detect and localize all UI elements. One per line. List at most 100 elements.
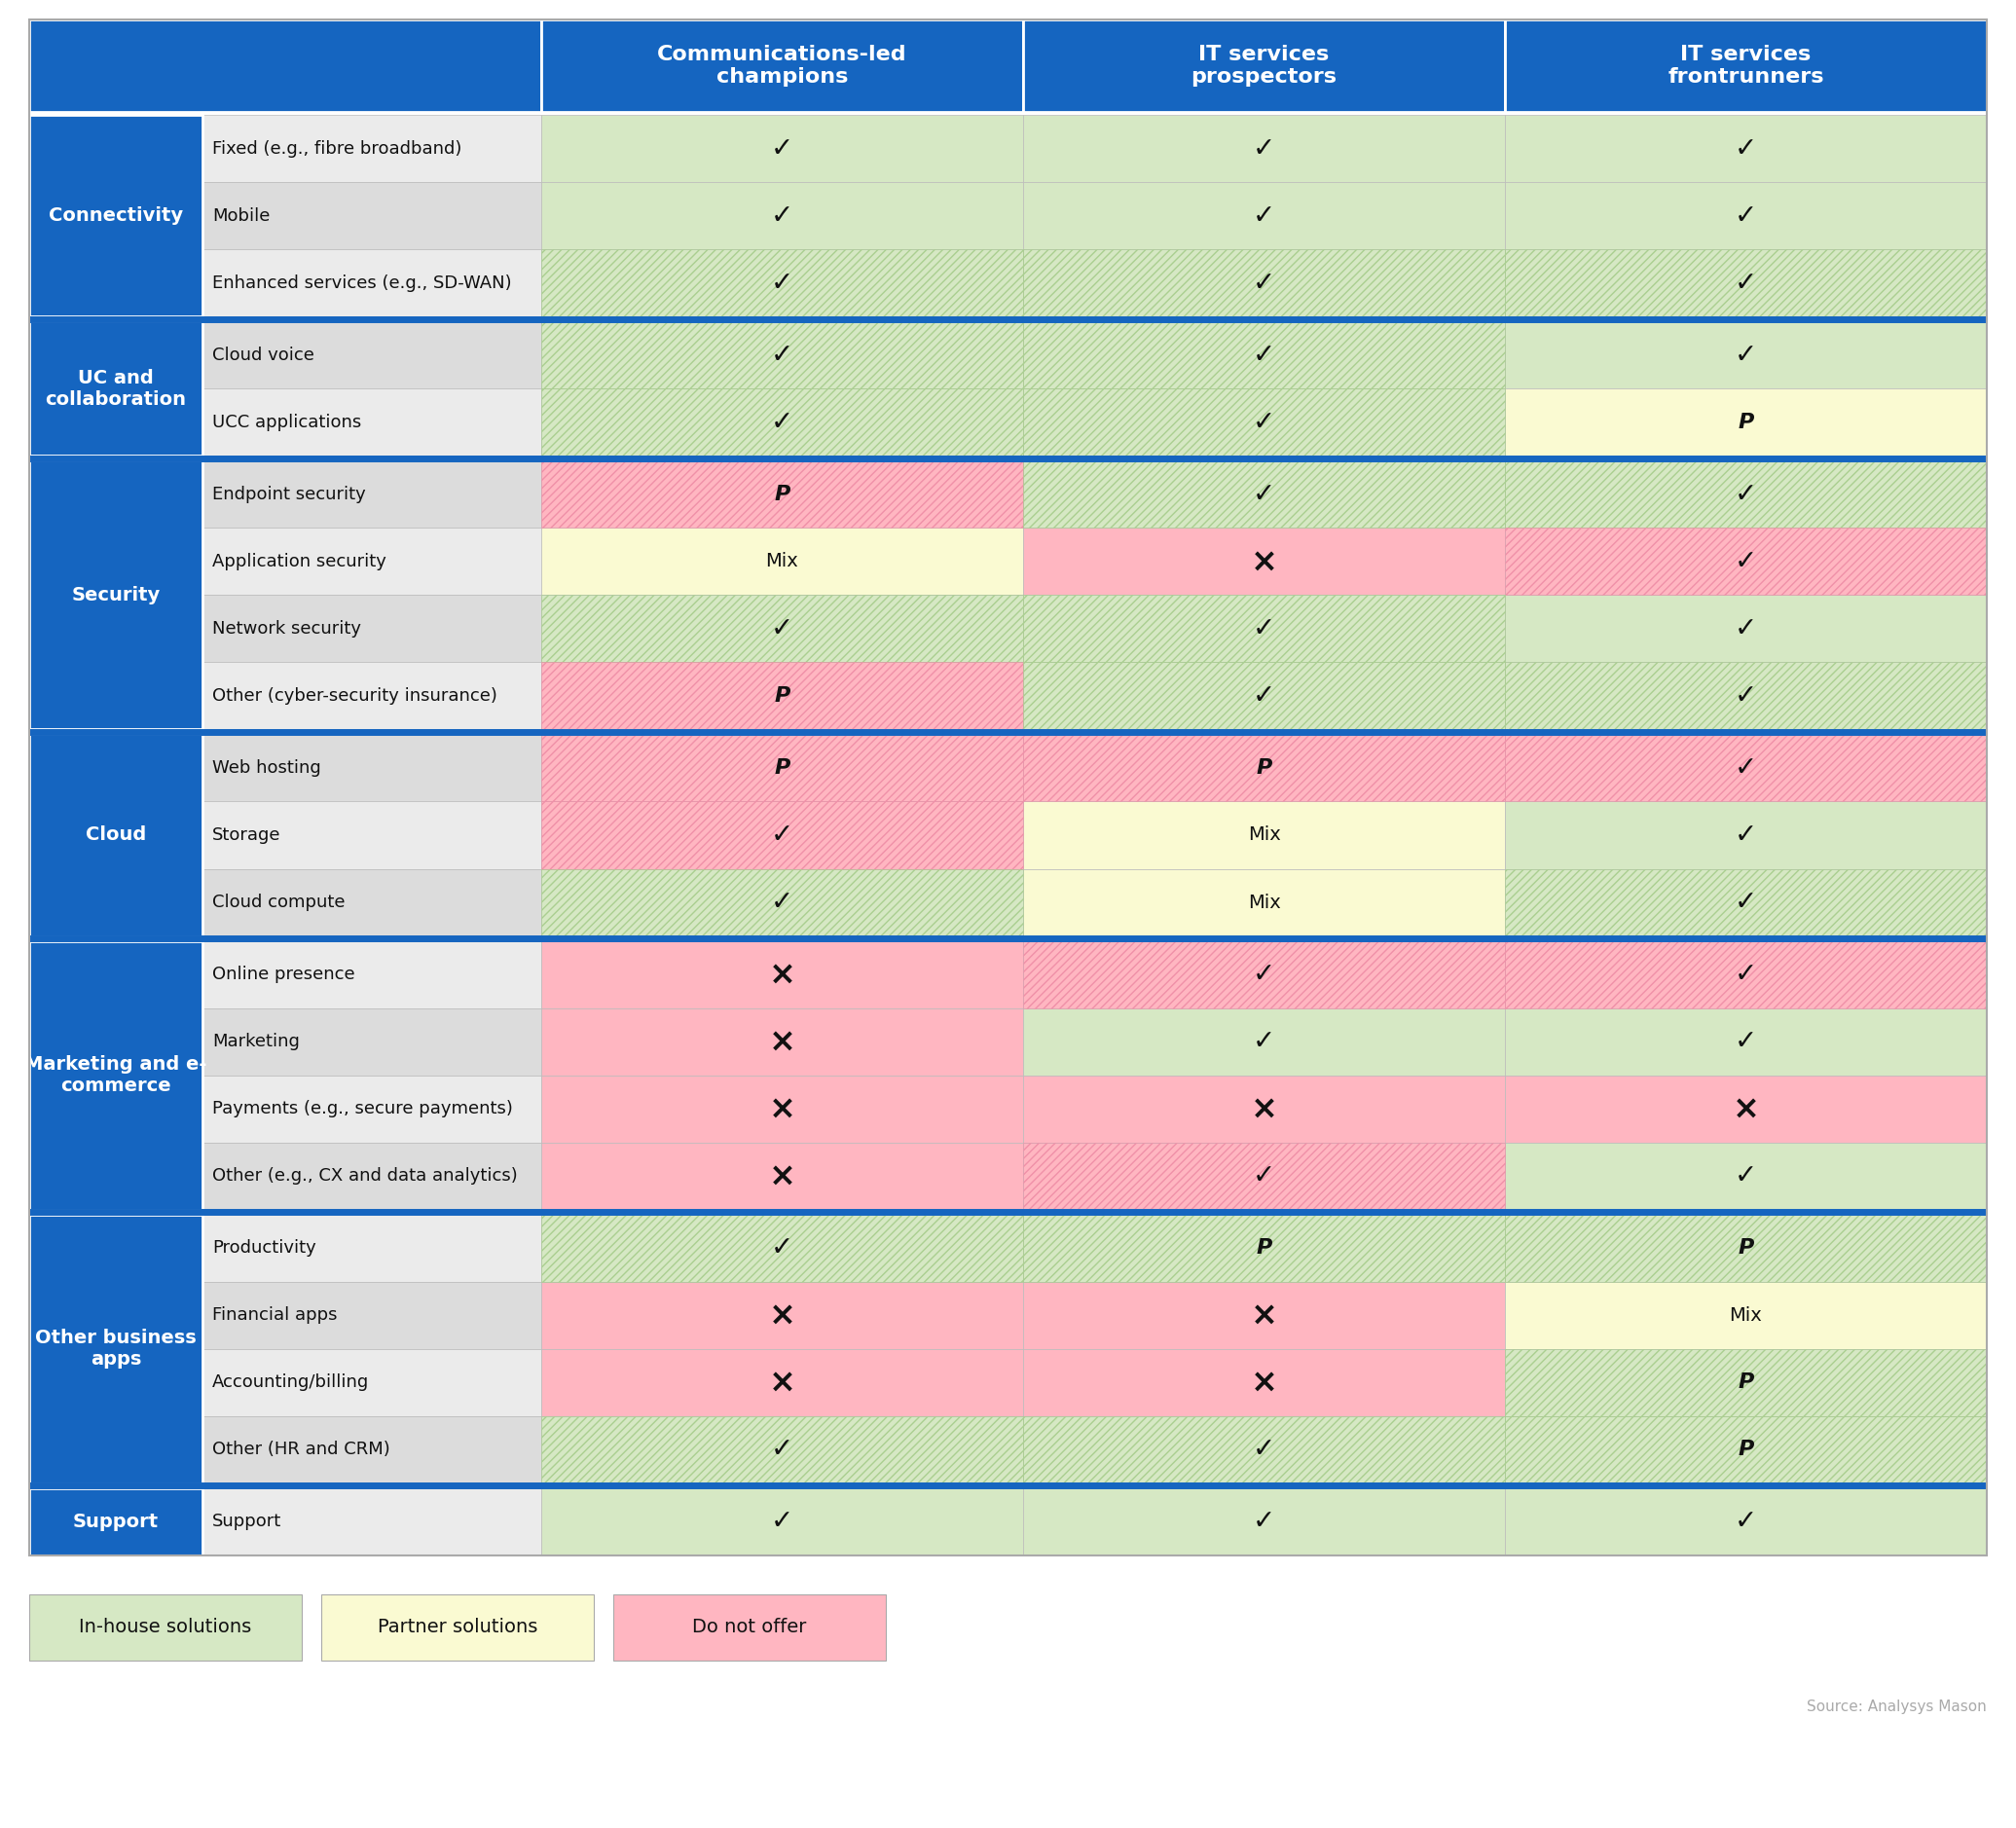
Text: ×: × (768, 1161, 796, 1192)
Bar (1504, 1488, 1988, 1556)
Text: Communications-led
champions: Communications-led champions (657, 44, 907, 86)
Bar (1504, 1214, 1988, 1281)
Bar (540, 249, 1022, 316)
Bar (540, 461, 1022, 528)
Text: P: P (1256, 759, 1272, 777)
Bar (1022, 1281, 1504, 1349)
Text: ✓: ✓ (1252, 1508, 1276, 1536)
Bar (1022, 868, 1504, 936)
Bar (202, 662, 540, 729)
Text: ✓: ✓ (770, 342, 794, 369)
Text: P: P (1738, 1373, 1754, 1393)
Bar (1022, 596, 1504, 662)
Bar (1022, 662, 1504, 729)
Bar (1022, 389, 1504, 455)
Bar (540, 596, 1022, 662)
Bar (202, 1488, 540, 1556)
Bar (28, 1594, 302, 1660)
Text: ×: × (768, 958, 796, 991)
Bar (202, 528, 540, 596)
Bar (1022, 1214, 1504, 1281)
Bar (540, 1417, 1022, 1483)
Text: ✓: ✓ (770, 135, 794, 163)
Bar (1504, 1349, 1988, 1417)
Bar (1504, 461, 1988, 528)
Bar (1022, 461, 1504, 528)
Bar (1504, 662, 1988, 729)
Bar (1504, 1417, 1988, 1483)
Text: ✓: ✓ (1252, 962, 1276, 989)
Bar (28, 322, 202, 455)
Bar (1022, 461, 1504, 528)
Text: P: P (1256, 1238, 1272, 1258)
Bar (202, 115, 540, 183)
Bar (540, 596, 1022, 662)
Bar (1022, 528, 1504, 596)
Text: Source: Analysys Mason: Source: Analysys Mason (1806, 1700, 1988, 1715)
Text: ✓: ✓ (770, 821, 794, 848)
Bar (540, 461, 1022, 528)
Text: Application security: Application security (212, 552, 387, 570)
Text: ✓: ✓ (770, 888, 794, 916)
Bar (28, 1214, 202, 1483)
Text: In-house solutions: In-house solutions (79, 1618, 252, 1636)
Text: P: P (1738, 1238, 1754, 1258)
Bar (540, 868, 1022, 936)
Text: ×: × (768, 1367, 796, 1398)
Text: ✓: ✓ (770, 1234, 794, 1261)
Bar (1504, 662, 1988, 729)
Text: Storage: Storage (212, 826, 280, 845)
Text: ✓: ✓ (1252, 682, 1276, 709)
Text: ×: × (1250, 1367, 1278, 1398)
Text: ✓: ✓ (1734, 1508, 1758, 1536)
Bar (1022, 1214, 1504, 1281)
Text: P: P (774, 686, 790, 706)
Text: ✓: ✓ (770, 269, 794, 296)
Text: ✓: ✓ (1734, 269, 1758, 296)
Bar (1022, 941, 1504, 1007)
Bar (1504, 1417, 1988, 1483)
Bar (1504, 868, 1988, 936)
Bar (1504, 1281, 1988, 1349)
Bar (202, 1417, 540, 1483)
Bar (1022, 115, 1504, 183)
Text: Partner solutions: Partner solutions (377, 1618, 538, 1636)
Text: Cloud compute: Cloud compute (212, 894, 345, 910)
Bar (28, 941, 202, 1210)
Bar (28, 735, 202, 936)
Bar (1022, 1007, 1504, 1075)
Text: Connectivity: Connectivity (48, 207, 183, 225)
Text: IT services
prospectors: IT services prospectors (1191, 44, 1337, 86)
Bar (202, 801, 540, 868)
Text: P: P (774, 484, 790, 505)
Text: Payments (e.g., secure payments): Payments (e.g., secure payments) (212, 1100, 512, 1117)
Text: ✓: ✓ (1252, 269, 1276, 296)
Text: Network security: Network security (212, 620, 361, 638)
Bar (1504, 389, 1988, 455)
Bar (540, 249, 1022, 316)
Text: ✓: ✓ (1252, 481, 1276, 508)
Text: UCC applications: UCC applications (212, 413, 361, 431)
Bar (1022, 1349, 1504, 1417)
Bar (540, 662, 1022, 729)
Text: Do not offer: Do not offer (691, 1618, 806, 1636)
Bar (1022, 322, 1504, 389)
Bar (540, 801, 1022, 868)
Text: ✓: ✓ (1734, 1027, 1758, 1055)
Bar (540, 1417, 1022, 1483)
Text: Other business
apps: Other business apps (34, 1329, 196, 1369)
Bar (1022, 1075, 1504, 1142)
Text: Mix: Mix (1248, 894, 1280, 912)
Bar (202, 1349, 540, 1417)
Bar (1504, 735, 1988, 801)
Text: ✓: ✓ (1252, 342, 1276, 369)
Bar (1504, 322, 1988, 389)
Bar (1022, 1417, 1504, 1483)
Text: ✓: ✓ (1734, 342, 1758, 369)
Text: ✓: ✓ (1734, 614, 1758, 642)
Bar (540, 1349, 1022, 1417)
Bar (540, 1488, 1022, 1556)
Bar (202, 1281, 540, 1349)
Bar (1504, 20, 1988, 112)
Bar (28, 20, 540, 112)
